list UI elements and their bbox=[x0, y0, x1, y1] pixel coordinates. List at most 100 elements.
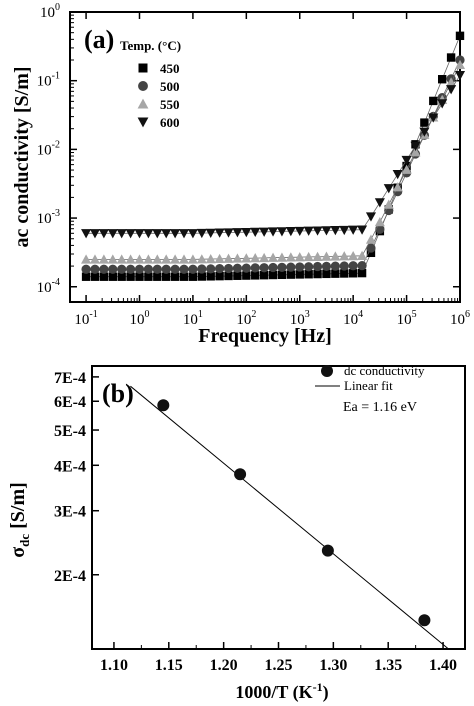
data-point-600 bbox=[428, 113, 439, 123]
data-point-500 bbox=[81, 264, 91, 274]
data-point-450 bbox=[206, 272, 215, 281]
data-point-450 bbox=[429, 96, 438, 106]
data-point-600 bbox=[357, 225, 368, 235]
data-point-600 bbox=[312, 226, 323, 236]
data-point-600 bbox=[134, 229, 145, 239]
data-point-600 bbox=[383, 184, 394, 194]
data-point-450 bbox=[268, 270, 278, 280]
data-point-450 bbox=[90, 272, 100, 281]
y-axis-label-b-sub: dc bbox=[17, 534, 32, 547]
data-point-600 bbox=[454, 71, 466, 81]
data-point-450 bbox=[126, 272, 135, 281]
data-point-500 bbox=[223, 263, 234, 274]
data-point-500 bbox=[321, 261, 332, 271]
legend-label-500: 500 bbox=[160, 79, 180, 94]
x-tick-label-a-exp: 6 bbox=[465, 309, 470, 320]
data-point-500 bbox=[134, 264, 145, 274]
data-point-600 bbox=[348, 225, 359, 235]
y-tick-label-a: 10-2 bbox=[37, 139, 60, 158]
data-point-450 bbox=[304, 270, 313, 279]
x-axis-label-a: Frequency [Hz] bbox=[198, 325, 332, 347]
data-point-600 bbox=[143, 229, 154, 239]
data-point-600 bbox=[374, 198, 385, 208]
data-point-500 bbox=[259, 263, 269, 273]
x-tick-label-a-base: 10 bbox=[74, 312, 89, 328]
data-point-600 bbox=[178, 229, 190, 239]
x-tick-label-b: 1.25 bbox=[265, 657, 293, 674]
y-tick-label-a-exp: -3 bbox=[52, 208, 60, 219]
x-tick-label-a: 101 bbox=[183, 309, 203, 328]
y-tick-label-a-base: 10 bbox=[37, 280, 52, 296]
data-point-550 bbox=[276, 252, 287, 262]
data-point-600 bbox=[250, 227, 261, 238]
y-tick-label-a-exp: 0 bbox=[55, 2, 60, 13]
data-point-450 bbox=[108, 272, 117, 281]
legend-label-550: 550 bbox=[160, 97, 180, 112]
data-point-600 bbox=[170, 229, 181, 239]
data-point-600 bbox=[268, 227, 279, 237]
data-point-550 bbox=[294, 252, 305, 262]
data-point-550 bbox=[250, 253, 261, 263]
data-point-600 bbox=[196, 228, 207, 239]
x-tick-label-a: 104 bbox=[343, 309, 363, 328]
legend-label-450: 450 bbox=[160, 61, 180, 76]
y-tick-label-a-base: 10 bbox=[37, 74, 52, 90]
data-point-600 bbox=[437, 99, 448, 109]
x-axis-label-b: 1000/T (K-1) bbox=[235, 680, 328, 703]
data-point-550 bbox=[107, 254, 118, 264]
data-point-500 bbox=[250, 263, 260, 273]
data-point-550 bbox=[241, 253, 252, 263]
x-ticks-a: 10-1 100 101 102 103 104 105 106 bbox=[74, 12, 470, 328]
panel-label-b: (b) bbox=[102, 379, 134, 408]
data-point-550 bbox=[446, 77, 457, 87]
panel-b: (b) σdc [S/m] 1000/T (K-1) 1.10 1.15 1.20 1… bbox=[7, 363, 466, 703]
data-point-550 bbox=[392, 182, 403, 192]
series-group-b bbox=[130, 385, 449, 650]
data-point-450 bbox=[197, 272, 207, 281]
y-tick-label-a-exp: -4 bbox=[52, 277, 60, 288]
x-ticks-b: 1.10 1.15 1.20 1.25 1.30 1.35 1.40 bbox=[100, 642, 457, 674]
data-point-500 bbox=[304, 262, 314, 272]
data-point-450 bbox=[295, 270, 304, 279]
data-point-550 bbox=[410, 147, 421, 157]
x-tick-label-a-exp: 2 bbox=[251, 309, 256, 320]
legend-label-600: 600 bbox=[160, 115, 180, 130]
data-point-450 bbox=[313, 269, 322, 279]
y-tick-label-a: 10-3 bbox=[37, 208, 60, 227]
data-point-600 bbox=[285, 227, 296, 237]
data-point-550 bbox=[187, 254, 198, 264]
x-tick-label-b: 1.35 bbox=[374, 657, 402, 674]
data-point-450 bbox=[170, 272, 180, 281]
data-point-450 bbox=[455, 31, 465, 41]
x-tick-label-b: 1.10 bbox=[100, 657, 128, 674]
data-point-450 bbox=[286, 270, 296, 279]
x-tick-label-a-base: 10 bbox=[450, 312, 465, 328]
legend-marker-dc-conductivity bbox=[321, 365, 333, 377]
data-point-550 bbox=[321, 251, 332, 261]
data-point-450 bbox=[188, 272, 198, 281]
data-point-600 bbox=[187, 229, 198, 239]
data-point-450 bbox=[331, 269, 340, 278]
data-point-550 bbox=[152, 254, 163, 264]
data-point-500 bbox=[108, 264, 118, 274]
data-point-500 bbox=[286, 262, 296, 272]
data-point-600 bbox=[125, 229, 136, 239]
data-point-600 bbox=[107, 229, 118, 239]
data-point-550 bbox=[365, 234, 377, 244]
data-point-500 bbox=[348, 261, 358, 271]
y-tick-label-b: 4E-4 bbox=[54, 458, 86, 475]
x-tick-label-a: 103 bbox=[290, 309, 310, 328]
data-point-450 bbox=[366, 248, 376, 258]
data-point-550 bbox=[178, 254, 190, 264]
data-point-500 bbox=[197, 264, 207, 274]
data-point-600 bbox=[116, 229, 127, 239]
data-point-500 bbox=[268, 262, 278, 273]
x-tick-label-b: 1.20 bbox=[210, 657, 238, 674]
data-point-550 bbox=[232, 253, 243, 263]
legend-title-a: Temp. (°C) bbox=[120, 38, 181, 53]
plot-frame-a bbox=[69, 11, 461, 303]
data-point-450 bbox=[277, 270, 287, 280]
data-point-450 bbox=[162, 272, 171, 281]
data-point-550 bbox=[125, 254, 136, 264]
data-point-600 bbox=[392, 169, 403, 180]
